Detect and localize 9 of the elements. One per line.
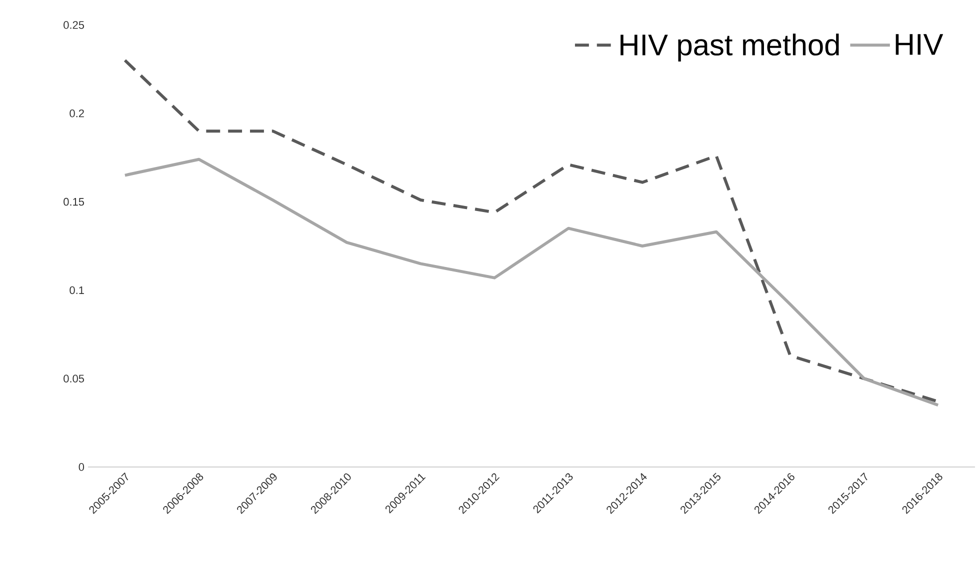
y-tick-label: 0.15 (64, 198, 84, 206)
y-tick-label: 0.25 (64, 21, 84, 29)
legend-label: HIV past method (620, 34, 839, 62)
y-tick-label: 0.1 (70, 286, 84, 294)
line-series (123, 158, 940, 407)
legend-label: HIV (896, 34, 944, 55)
y-tick-label: 0.05 (64, 374, 84, 382)
y-tick-label: 0.2 (70, 110, 84, 118)
y-tick-label: 0 (78, 463, 84, 471)
